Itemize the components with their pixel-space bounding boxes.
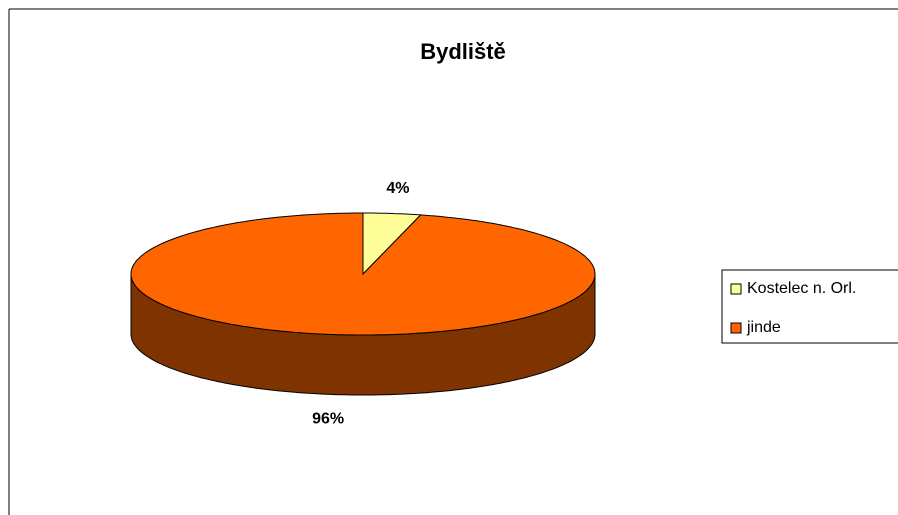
legend-label: jinde <box>746 319 781 336</box>
legend-swatch <box>730 322 742 334</box>
data-label: 96% <box>312 411 344 428</box>
data-label: 4% <box>386 180 409 197</box>
legend-label: Kostelec n. Orl. <box>747 280 856 297</box>
pie-slice <box>130 212 596 336</box>
legend-swatch <box>730 283 742 295</box>
legend-box <box>721 269 898 344</box>
chart-title: Bydliště <box>420 39 506 64</box>
